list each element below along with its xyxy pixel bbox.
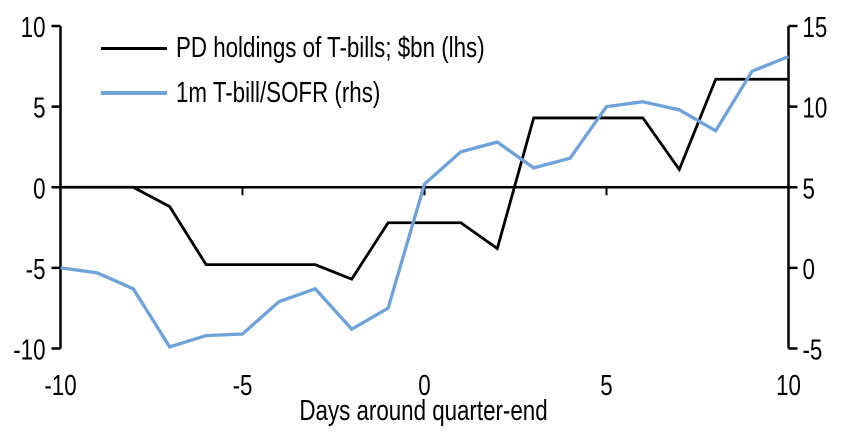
black-line-swatch (101, 46, 167, 50)
left-axis-tick-label: -10 (13, 335, 45, 366)
legend-label-tbill-sofr: 1m T-bill/SOFR (rhs) (176, 77, 381, 109)
right-axis-tick-label: 5 (803, 174, 815, 205)
chart-legend: PD holdings of T-bills; $bn (lhs) 1m T-b… (101, 34, 577, 124)
right-axis-tick-label: 15 (803, 12, 828, 43)
x-axis-tick-label: 10 (776, 370, 801, 401)
right-axis-tick-label: 0 (803, 254, 815, 285)
legend-label-pd-holdings: PD holdings of T-bills; $bn (lhs) (176, 32, 485, 64)
x-axis-tick-label: 5 (600, 370, 612, 401)
blue-line-swatch (101, 91, 167, 95)
legend-item-pd-holdings: PD holdings of T-bills; $bn (lhs) (101, 32, 577, 64)
x-axis-tick-label: 0 (418, 370, 430, 401)
right-axis-tick-label: 10 (803, 93, 828, 124)
series-line-pd-holdings (60, 77, 789, 281)
legend-item-tbill-sofr: 1m T-bill/SOFR (rhs) (101, 77, 577, 109)
x-axis-tick-label: -10 (44, 370, 76, 401)
x-axis-title: Days around quarter-end (299, 395, 547, 426)
left-axis-tick-label: 10 (21, 12, 46, 43)
right-axis-tick-label: -5 (803, 335, 823, 366)
left-axis-tick-label: 0 (33, 174, 45, 205)
x-axis-tick-label: -5 (233, 370, 253, 401)
left-axis-tick-label: -5 (26, 254, 46, 285)
series-line-tbill-sofr (60, 55, 790, 349)
left-axis-tick-label: 5 (33, 93, 45, 124)
